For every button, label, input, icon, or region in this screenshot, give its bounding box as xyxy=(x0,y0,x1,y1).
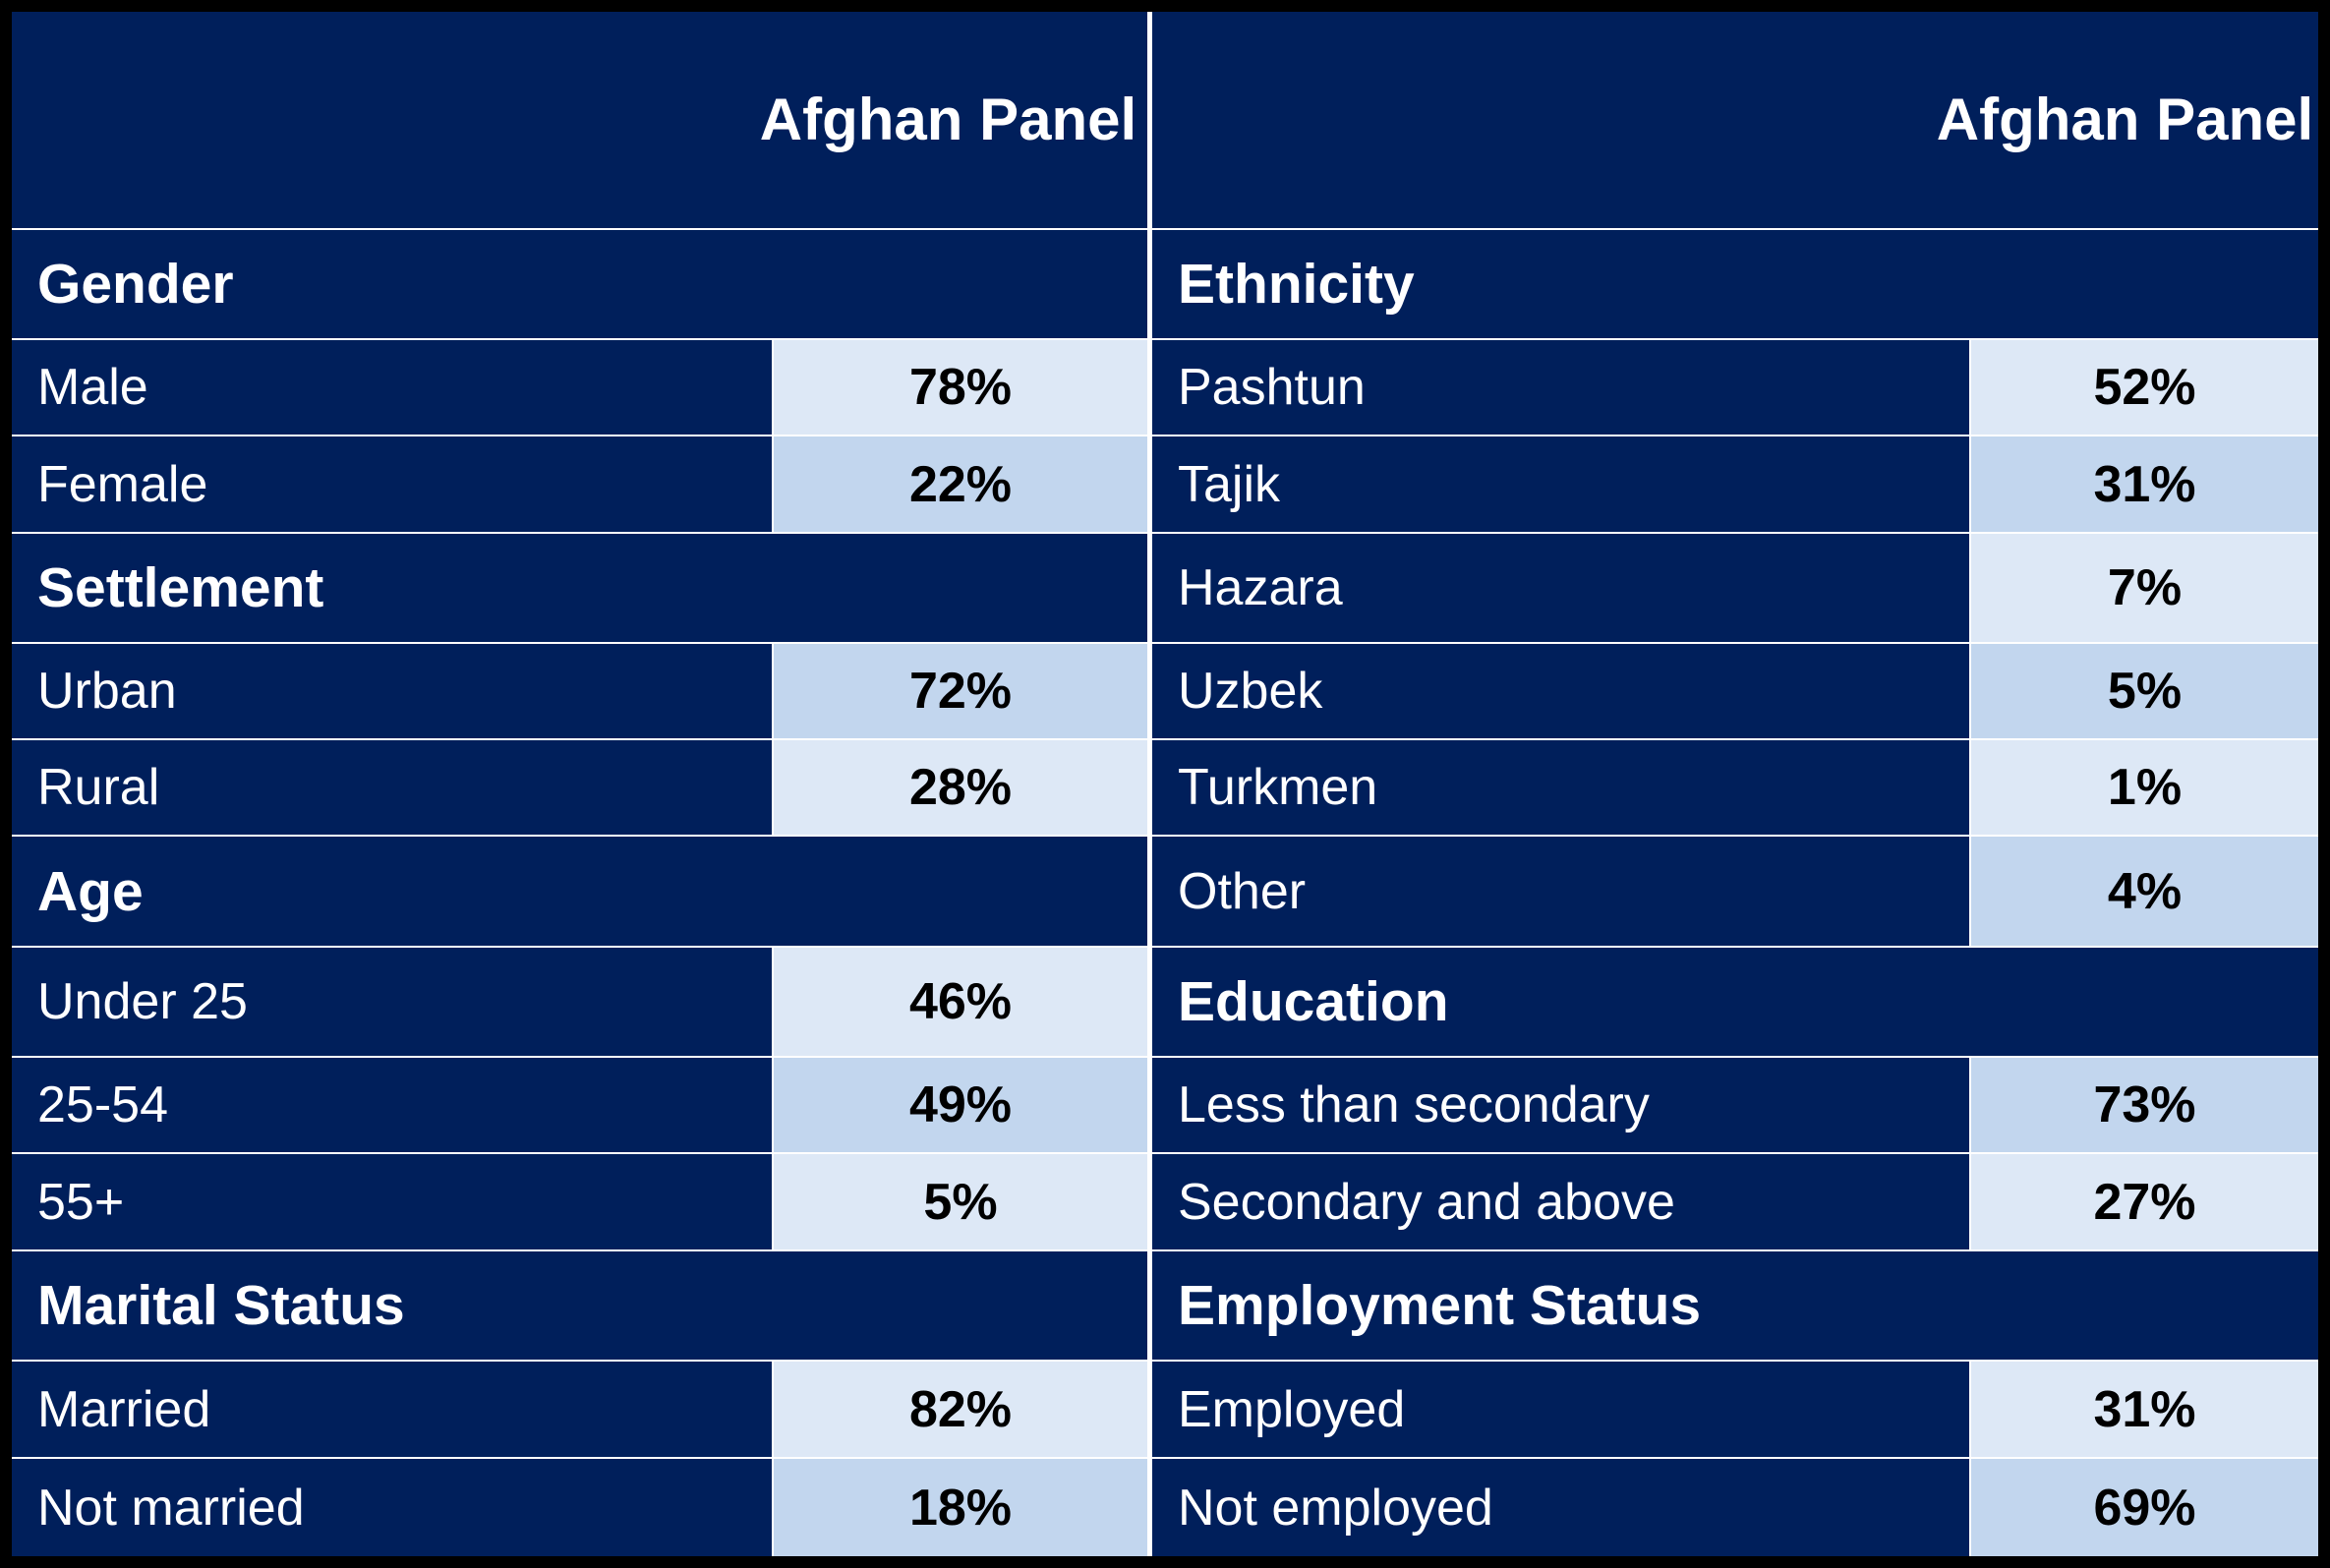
row-label-secondary-and-above: Secondary and above xyxy=(1152,1154,1969,1249)
row-value-urban: 72% xyxy=(774,644,1147,738)
row-value-not-married: 18% xyxy=(774,1459,1147,1556)
row-label-not-married: Not married xyxy=(12,1459,772,1556)
row-value-hazara: 7% xyxy=(1971,534,2318,642)
row-label-tajik: Tajik xyxy=(1152,436,1969,532)
row-value-pashtun: 52% xyxy=(1971,340,2318,435)
row-label-urban: Urban xyxy=(12,644,772,738)
demographics-table: Afghan Panel Afghan Panel Gender Male 78… xyxy=(12,12,2318,1556)
row-label-other: Other xyxy=(1152,837,1969,946)
section-education: Education xyxy=(1152,948,2318,1056)
row-label-under-25: Under 25 xyxy=(12,948,772,1056)
row-label-not-employed: Not employed xyxy=(1152,1459,1969,1556)
row-label-male: Male xyxy=(12,340,772,435)
row-label-rural: Rural xyxy=(12,740,772,835)
row-value-25-54: 49% xyxy=(774,1058,1147,1152)
section-ethnicity: Ethnicity xyxy=(1152,230,2318,338)
row-label-female: Female xyxy=(12,436,772,532)
row-value-male: 78% xyxy=(774,340,1147,435)
row-value-not-employed: 69% xyxy=(1971,1459,2318,1556)
section-settlement: Settlement xyxy=(12,534,1147,642)
section-gender: Gender xyxy=(12,230,1147,338)
section-employment-status: Employment Status xyxy=(1152,1251,2318,1360)
row-label-turkmen: Turkmen xyxy=(1152,740,1969,835)
row-label-uzbek: Uzbek xyxy=(1152,644,1969,738)
header-right-title: Afghan Panel xyxy=(1932,12,2318,228)
row-label-pashtun: Pashtun xyxy=(1152,340,1969,435)
row-label-hazara: Hazara xyxy=(1152,534,1969,642)
row-value-55-plus: 5% xyxy=(774,1154,1147,1249)
row-label-55-plus: 55+ xyxy=(12,1154,772,1249)
row-value-employed: 31% xyxy=(1971,1362,2318,1457)
row-label-less-than-secondary: Less than secondary xyxy=(1152,1058,1969,1152)
row-value-other: 4% xyxy=(1971,837,2318,946)
row-value-female: 22% xyxy=(774,436,1147,532)
row-value-rural: 28% xyxy=(774,740,1147,835)
header-left-title: Afghan Panel xyxy=(749,12,1147,228)
row-label-25-54: 25-54 xyxy=(12,1058,772,1152)
row-value-less-than-secondary: 73% xyxy=(1971,1058,2318,1152)
row-value-turkmen: 1% xyxy=(1971,740,2318,835)
row-value-married: 82% xyxy=(774,1362,1147,1457)
row-value-secondary-and-above: 27% xyxy=(1971,1154,2318,1249)
row-value-uzbek: 5% xyxy=(1971,644,2318,738)
row-label-married: Married xyxy=(12,1362,772,1457)
section-marital-status: Marital Status xyxy=(12,1251,1147,1360)
row-value-under-25: 46% xyxy=(774,948,1147,1056)
section-age: Age xyxy=(12,837,1147,946)
row-label-employed: Employed xyxy=(1152,1362,1969,1457)
row-value-tajik: 31% xyxy=(1971,436,2318,532)
